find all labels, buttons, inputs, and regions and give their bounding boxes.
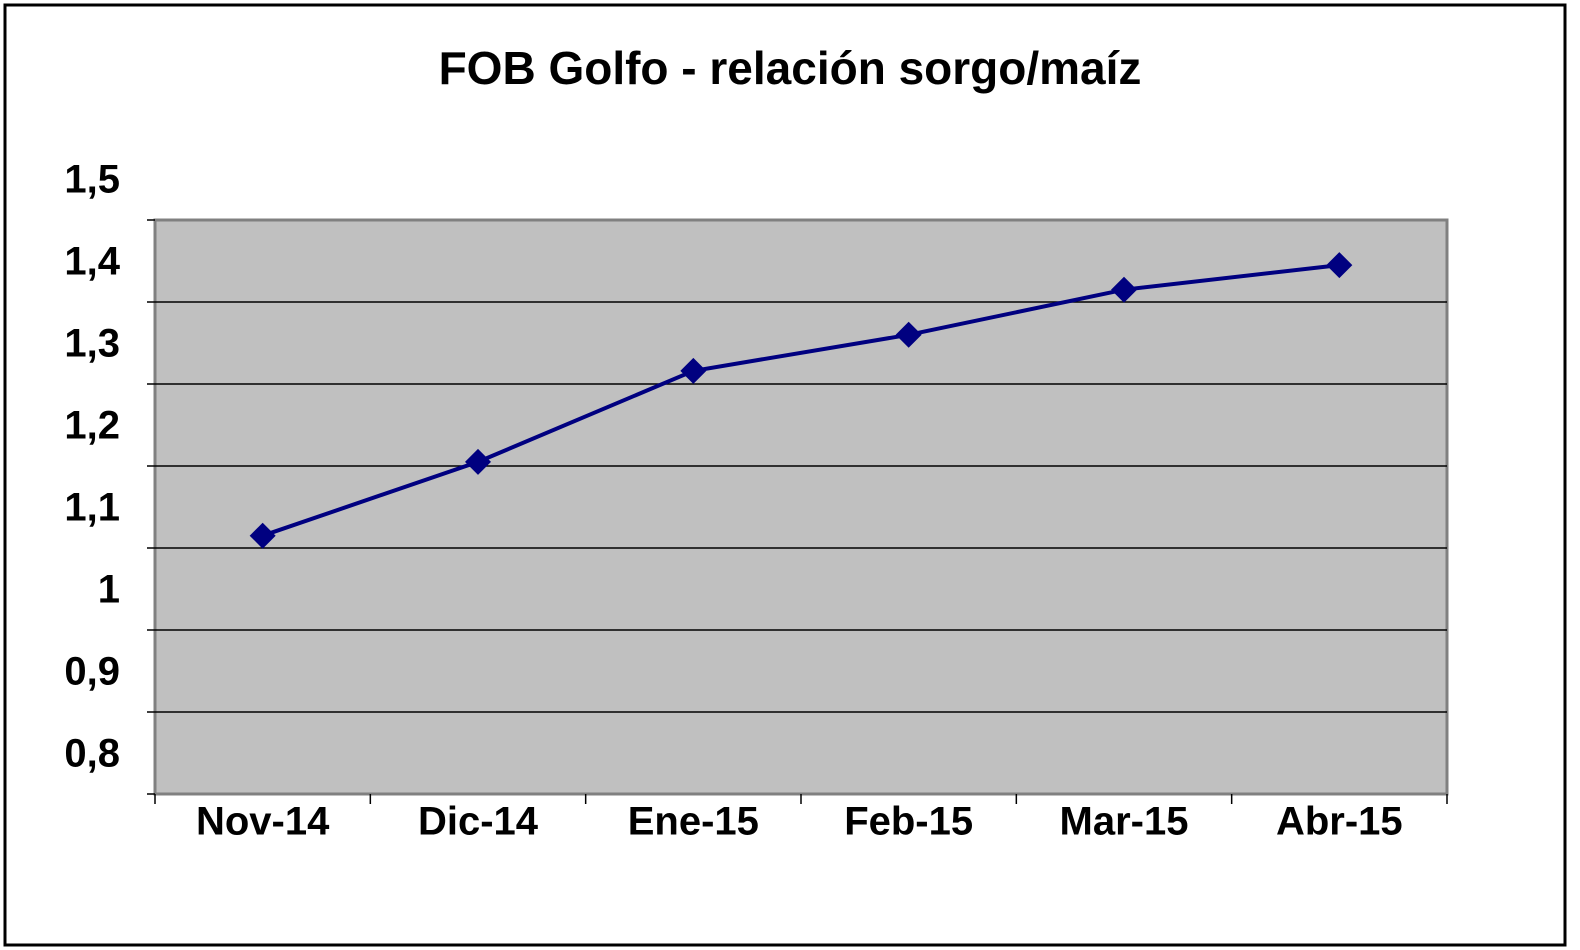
y-tick-label: 1,5 <box>64 158 120 202</box>
data-point <box>1326 252 1353 279</box>
data-point <box>249 522 276 549</box>
y-tick-label: 1,2 <box>64 404 120 448</box>
y-tick-label: 1 <box>98 568 120 612</box>
data-point <box>680 357 707 384</box>
x-tick-label: Abr-15 <box>1276 800 1403 844</box>
y-tick-label: 0,9 <box>64 650 120 694</box>
x-tick-label: Ene-15 <box>628 800 759 844</box>
plot-area <box>153 218 1449 796</box>
data-point <box>1111 276 1137 303</box>
data-point <box>465 448 491 475</box>
x-tick-label: Dic-14 <box>418 800 539 844</box>
x-tick-label: Mar-15 <box>1060 800 1189 844</box>
series-line <box>262 263 1340 538</box>
y-tick-label: 1,3 <box>64 322 120 366</box>
x-tick-label: Feb-15 <box>844 800 973 844</box>
data-point <box>895 321 922 348</box>
chart-title: FOB Golfo - relación sorgo/maíz <box>439 42 1142 94</box>
x-tick-label: Nov-14 <box>196 800 330 844</box>
y-tick-label: 1,1 <box>64 486 120 530</box>
y-tick-label: 0,8 <box>64 732 120 776</box>
y-tick-label: 1,4 <box>64 240 120 284</box>
